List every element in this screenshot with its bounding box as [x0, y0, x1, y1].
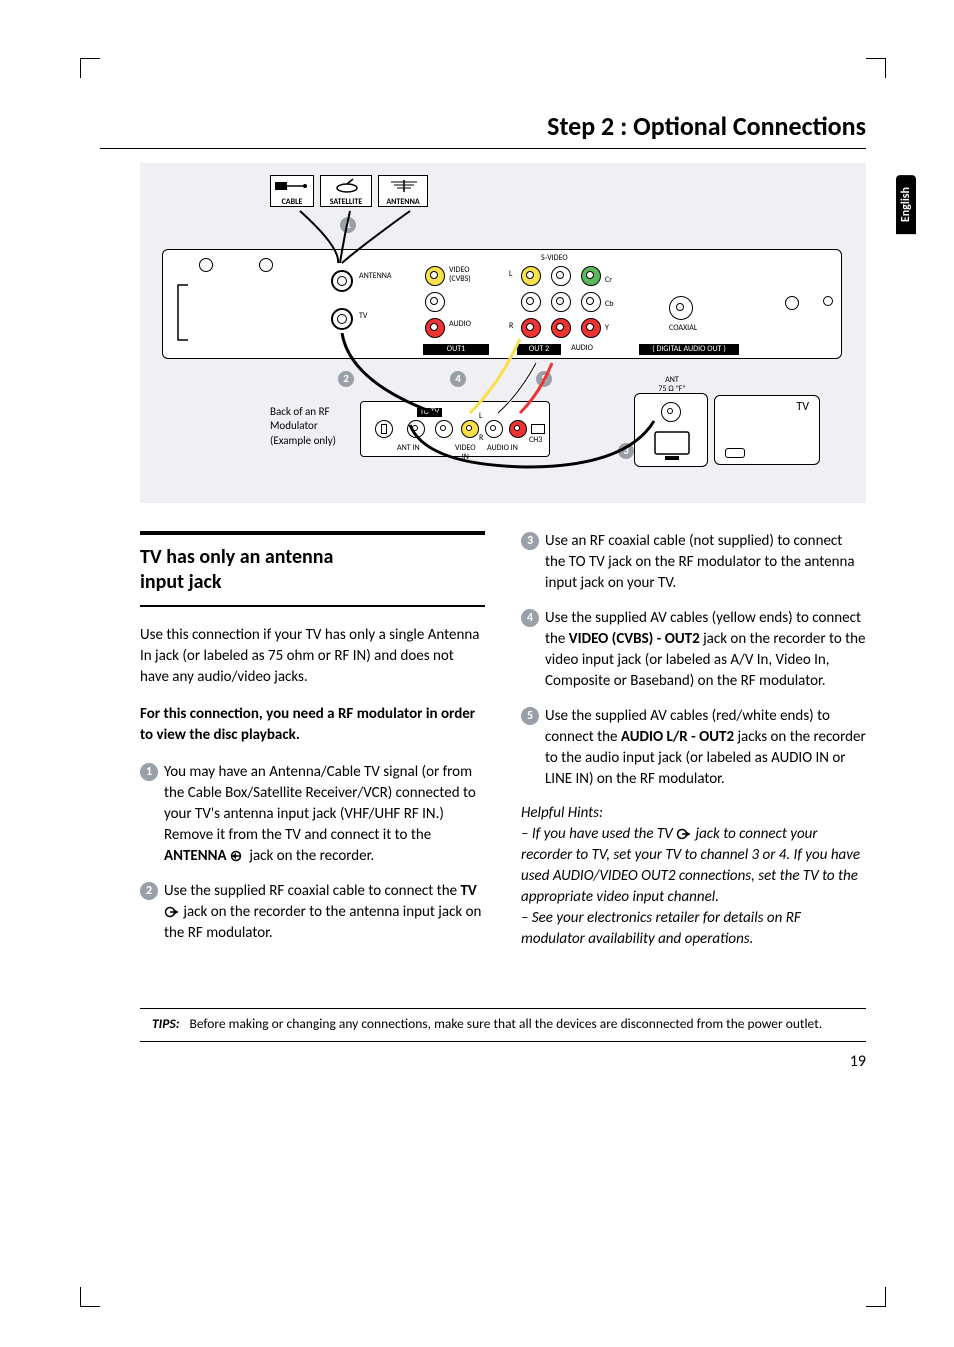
recorder-digital-audio-label: ( DIGITAL AUDIO OUT )	[639, 344, 739, 355]
language-tab: English	[896, 175, 916, 234]
rf-caption: Back of an RF Modulator (Example only)	[270, 405, 336, 448]
right-column: 3 Use an RF coaxial cable (not supplied)…	[521, 531, 866, 958]
hints-heading: Helpful Hints:	[521, 804, 866, 822]
step-1: 1 You may have an Antenna/Cable TV signa…	[140, 762, 485, 867]
hint-1: – If you have used the TV jack to connec…	[521, 824, 866, 908]
recorder-panel: ANTENNA TV VIDEO (CVBS) AUDIO OUT1 L S-V…	[162, 249, 842, 359]
step-2: 2 Use the supplied RF coaxial cable to c…	[140, 881, 485, 944]
antenna-icon: ANTENNA	[378, 175, 428, 207]
connection-diagram: CABLE SATELLITE ANTENNA 1 ANTENNA TV VID…	[140, 163, 866, 503]
diagram-badge-4: 4	[450, 371, 466, 387]
recorder-coaxial-label: COAXIAL	[669, 324, 697, 333]
rf-to-tv-label: TO TV	[417, 408, 442, 417]
antenna-out-icon	[164, 906, 180, 918]
tv-outer-box: TV	[714, 395, 820, 465]
recorder-antenna-label: ANTENNA	[359, 272, 392, 281]
section-heading: TV has only an antenna input jack	[140, 531, 485, 607]
page-title: Step 2 : Optional Connections	[100, 110, 866, 149]
antenna-label: ANTENNA	[381, 197, 425, 207]
tips-label: TIPS:	[152, 1015, 179, 1033]
tv-label: TV	[715, 396, 819, 414]
step-5: 5 Use the supplied AV cables (red/white …	[521, 706, 866, 790]
rf-ch3-label: CH3	[529, 436, 542, 445]
intro-text: Use this connection if your TV has only …	[140, 625, 485, 688]
recorder-svideo-label: S-VIDEO	[541, 254, 568, 263]
recorder-video-cvbs-label: VIDEO (CVBS)	[449, 266, 471, 284]
diagram-badge-5: 5	[536, 371, 552, 387]
diagram-badge-2: 2	[338, 371, 354, 387]
satellite-icon: SATELLITE	[320, 175, 372, 207]
antenna-in-icon	[230, 850, 246, 862]
rf-video-in-label: VIDEO IN	[455, 444, 476, 462]
recorder-audio-label: AUDIO	[449, 320, 471, 329]
tv-ant-label: ANT 75 Ω "F"	[651, 376, 693, 394]
step-1-badge: 1	[140, 763, 158, 781]
cable-icon: CABLE	[270, 175, 314, 207]
left-column: TV has only an antenna input jack Use th…	[140, 531, 485, 958]
step-3-badge: 3	[521, 532, 539, 550]
step-5-badge: 5	[521, 707, 539, 725]
tips-bar: TIPS: Before making or changing any conn…	[140, 1008, 866, 1042]
step-4: 4 Use the supplied AV cables (yellow end…	[521, 608, 866, 692]
recorder-out1-label: OUT1	[423, 344, 489, 355]
antenna-out-icon	[676, 828, 692, 840]
cable-label: CABLE	[273, 197, 311, 207]
step-3: 3 Use an RF coaxial cable (not supplied)…	[521, 531, 866, 594]
satellite-label: SATELLITE	[323, 197, 369, 207]
step-2-badge: 2	[140, 882, 158, 900]
page-number: 19	[100, 1052, 866, 1071]
recorder-tv-label: TV	[359, 312, 367, 321]
diagram-badge-3: 3	[618, 443, 634, 459]
bold-note: For this connection, you need a RF modul…	[140, 704, 485, 746]
tips-text: Before making or changing any connection…	[189, 1015, 822, 1033]
rf-audio-in-label: AUDIO IN	[487, 444, 518, 453]
step-4-badge: 4	[521, 609, 539, 627]
diagram-badge-1: 1	[340, 217, 356, 233]
hint-2: – See your electronics retailer for deta…	[521, 908, 866, 950]
rf-ant-in-label: ANT IN	[397, 444, 420, 453]
recorder-out2-label: OUT 2	[517, 344, 561, 355]
rf-modulator: TO TV ANT IN VIDEO IN AUDIO IN L R CH3	[360, 401, 550, 457]
tv-box: ANT 75 Ω "F"	[634, 393, 708, 467]
